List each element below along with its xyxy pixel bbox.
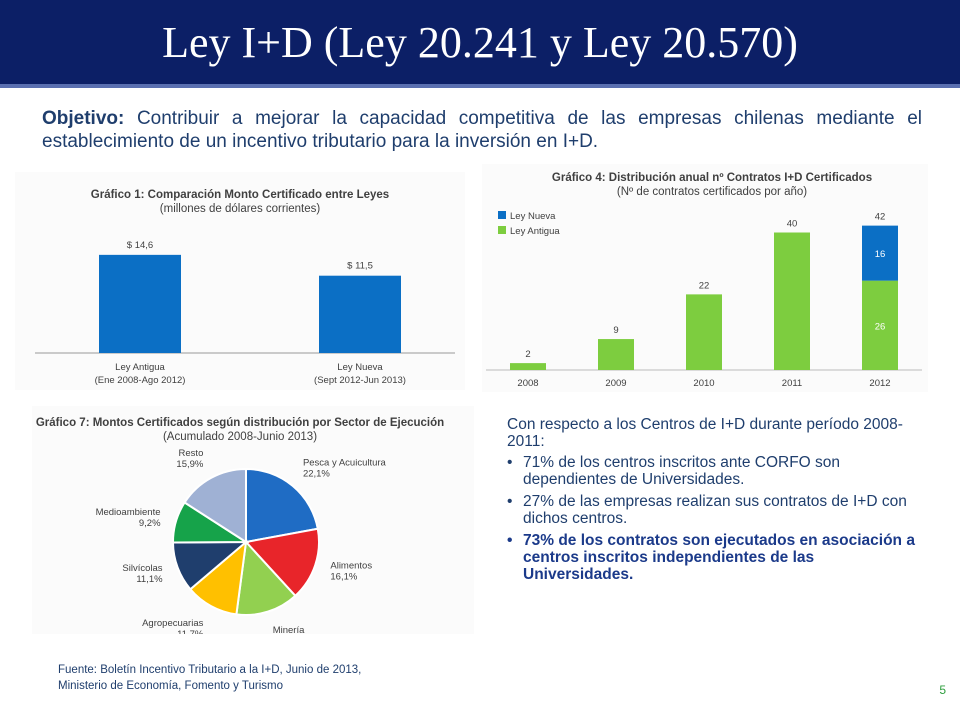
summary-bullet-text: 27% de las empresas realizan sus contrat… (523, 493, 907, 527)
chart-7-panel: Gráfico 7: Montos Certificados según dis… (32, 406, 474, 647)
source-line-2: Ministerio de Economía, Fomento y Turism… (58, 680, 283, 692)
pie-slice (245, 467, 319, 544)
chart-4-bar-ley-antigua (862, 280, 898, 370)
chart-1-category-sub: (Ene 2008-Ago 2012) (95, 375, 186, 386)
source-line-1: Fuente: Boletín Incentivo Tributario a l… (58, 664, 362, 676)
chart-4-bar-ley-antigua (774, 232, 810, 370)
chart-7-title: Gráfico 7: Montos Certificados según dis… (36, 417, 444, 429)
chart-1-bar (319, 275, 401, 353)
chart-4-category-label: 2008 (517, 378, 538, 389)
objective-body: Contribuir a mejorar la capacidad compet… (42, 108, 922, 152)
title-bar (0, 0, 960, 88)
pie-slice-name: Pesca y Acuicultura (303, 458, 387, 469)
chart-4-total-label: 22 (699, 280, 710, 291)
chart-7-subtitle: (Acumulado 2008-Junio 2013) (163, 431, 317, 443)
bullet-dot: • (507, 493, 513, 510)
chart-4-panel: Gráfico 4: Distribución anual nº Contrat… (482, 164, 928, 392)
pie-slice-value: 11,1% (136, 574, 163, 585)
summary-bullet: • 73% de los contratos son ejecutados en … (507, 532, 927, 583)
pie-slice (183, 467, 247, 544)
pie-slice-value: 11,7% (177, 629, 204, 634)
pie-slice-name: Minería (273, 625, 305, 634)
chart-4-category-label: 2011 (782, 378, 802, 389)
chart-4-title: Gráfico 4: Distribución anual nº Contrat… (552, 172, 872, 184)
pie-slice (244, 527, 320, 598)
chart-4-subtitle: (Nº de contratos certificados por año) (617, 186, 807, 198)
chart-4: Gráfico 4: Distribución anual nº Contrat… (486, 172, 922, 389)
chart-4-category-label: 2012 (869, 378, 890, 389)
chart-4-segment-label: 26 (875, 321, 886, 332)
pie-slice-value: 16,1% (330, 571, 357, 582)
chart-4-total-label: 2 (525, 349, 530, 360)
summary-bullet-text: 71% de los centros inscritos ante CORFO … (523, 454, 841, 488)
page-number: 5 (939, 683, 946, 697)
chart-1-category-sub: (Sept 2012-Jun 2013) (314, 375, 406, 386)
chart-1-bar (99, 254, 181, 353)
chart-1: Gráfico 1: Comparación Monto Certificado… (35, 189, 455, 386)
objective-text: Objetivo: Contribuir a mejorar la capaci… (42, 107, 922, 153)
summary-intro: Con respecto a los Centros de I+D durant… (507, 416, 903, 450)
chart-4-category-label: 2009 (605, 378, 626, 389)
bullet-dot: • (507, 532, 513, 549)
summary-bullet-text: 73% de los contratos son ejecutados en a… (523, 532, 915, 583)
pie-slice-name: Silvícolas (122, 563, 162, 574)
pie-slice-name: Alimentos (330, 560, 372, 571)
chart-1-subtitle: (millones de dólares corrientes) (160, 203, 321, 215)
legend-swatch-ley-antigua (498, 226, 506, 234)
summary-bullet: • 71% de los centros inscritos ante CORFO… (507, 454, 927, 488)
chart-1-category-label: Ley Nueva (337, 362, 383, 373)
chart-4-bar-ley-antigua (598, 339, 634, 370)
bullet-dot: • (507, 454, 513, 471)
pie-slice-value: 22,1% (303, 469, 330, 480)
slide-title: Ley I+D (Ley 20.241 y Ley 20.570) (162, 18, 798, 67)
legend-swatch-ley-nueva (498, 211, 506, 219)
pie-slice-name: Resto (179, 448, 204, 459)
legend-label-ley-nueva: Ley Nueva (510, 211, 556, 222)
chart-4-category-label: 2010 (693, 378, 714, 389)
chart-4-total-label: 40 (787, 219, 798, 230)
chart-4-bar-ley-antigua (686, 294, 722, 370)
chart-7: Gráfico 7: Montos Certificados según dis… (36, 417, 444, 647)
chart-4-segment-label: 16 (875, 249, 886, 260)
chart-1-title: Gráfico 1: Comparación Monto Certificado… (91, 189, 389, 201)
chart-1-panel: Gráfico 1: Comparación Monto Certificado… (15, 172, 465, 390)
objective-label: Objetivo: (42, 108, 125, 129)
pie-slice-value: 9,2% (139, 518, 161, 529)
summary-bullet: • 27% de las empresas realizan sus contra… (507, 493, 927, 527)
legend-label-ley-antigua: Ley Antigua (510, 226, 560, 237)
pie-slice (235, 539, 297, 616)
chart-1-value-label: $ 14,6 (127, 240, 153, 251)
summary-list: • 71% de los centros inscritos ante CORFO… (507, 454, 927, 583)
chart-4-total-label: 9 (613, 325, 618, 336)
pie-slice-name: Medioambiente (96, 507, 161, 518)
pie-slice-value: 15,9% (176, 459, 203, 470)
chart-1-value-label: $ 11,5 (347, 261, 373, 272)
source-note: Fuente: Boletín Incentivo Tributario a l… (58, 662, 478, 694)
chart-4-bar-ley-antigua (510, 363, 546, 370)
chart-4-bar-ley-nueva (862, 225, 898, 281)
chart-4-total-label: 42 (875, 212, 886, 223)
centros-summary: Con respecto a los Centros de I+D durant… (507, 416, 927, 588)
chart-1-category-label: Ley Antigua (115, 362, 165, 373)
pie-slice-name: Agropecuarias (142, 618, 204, 629)
